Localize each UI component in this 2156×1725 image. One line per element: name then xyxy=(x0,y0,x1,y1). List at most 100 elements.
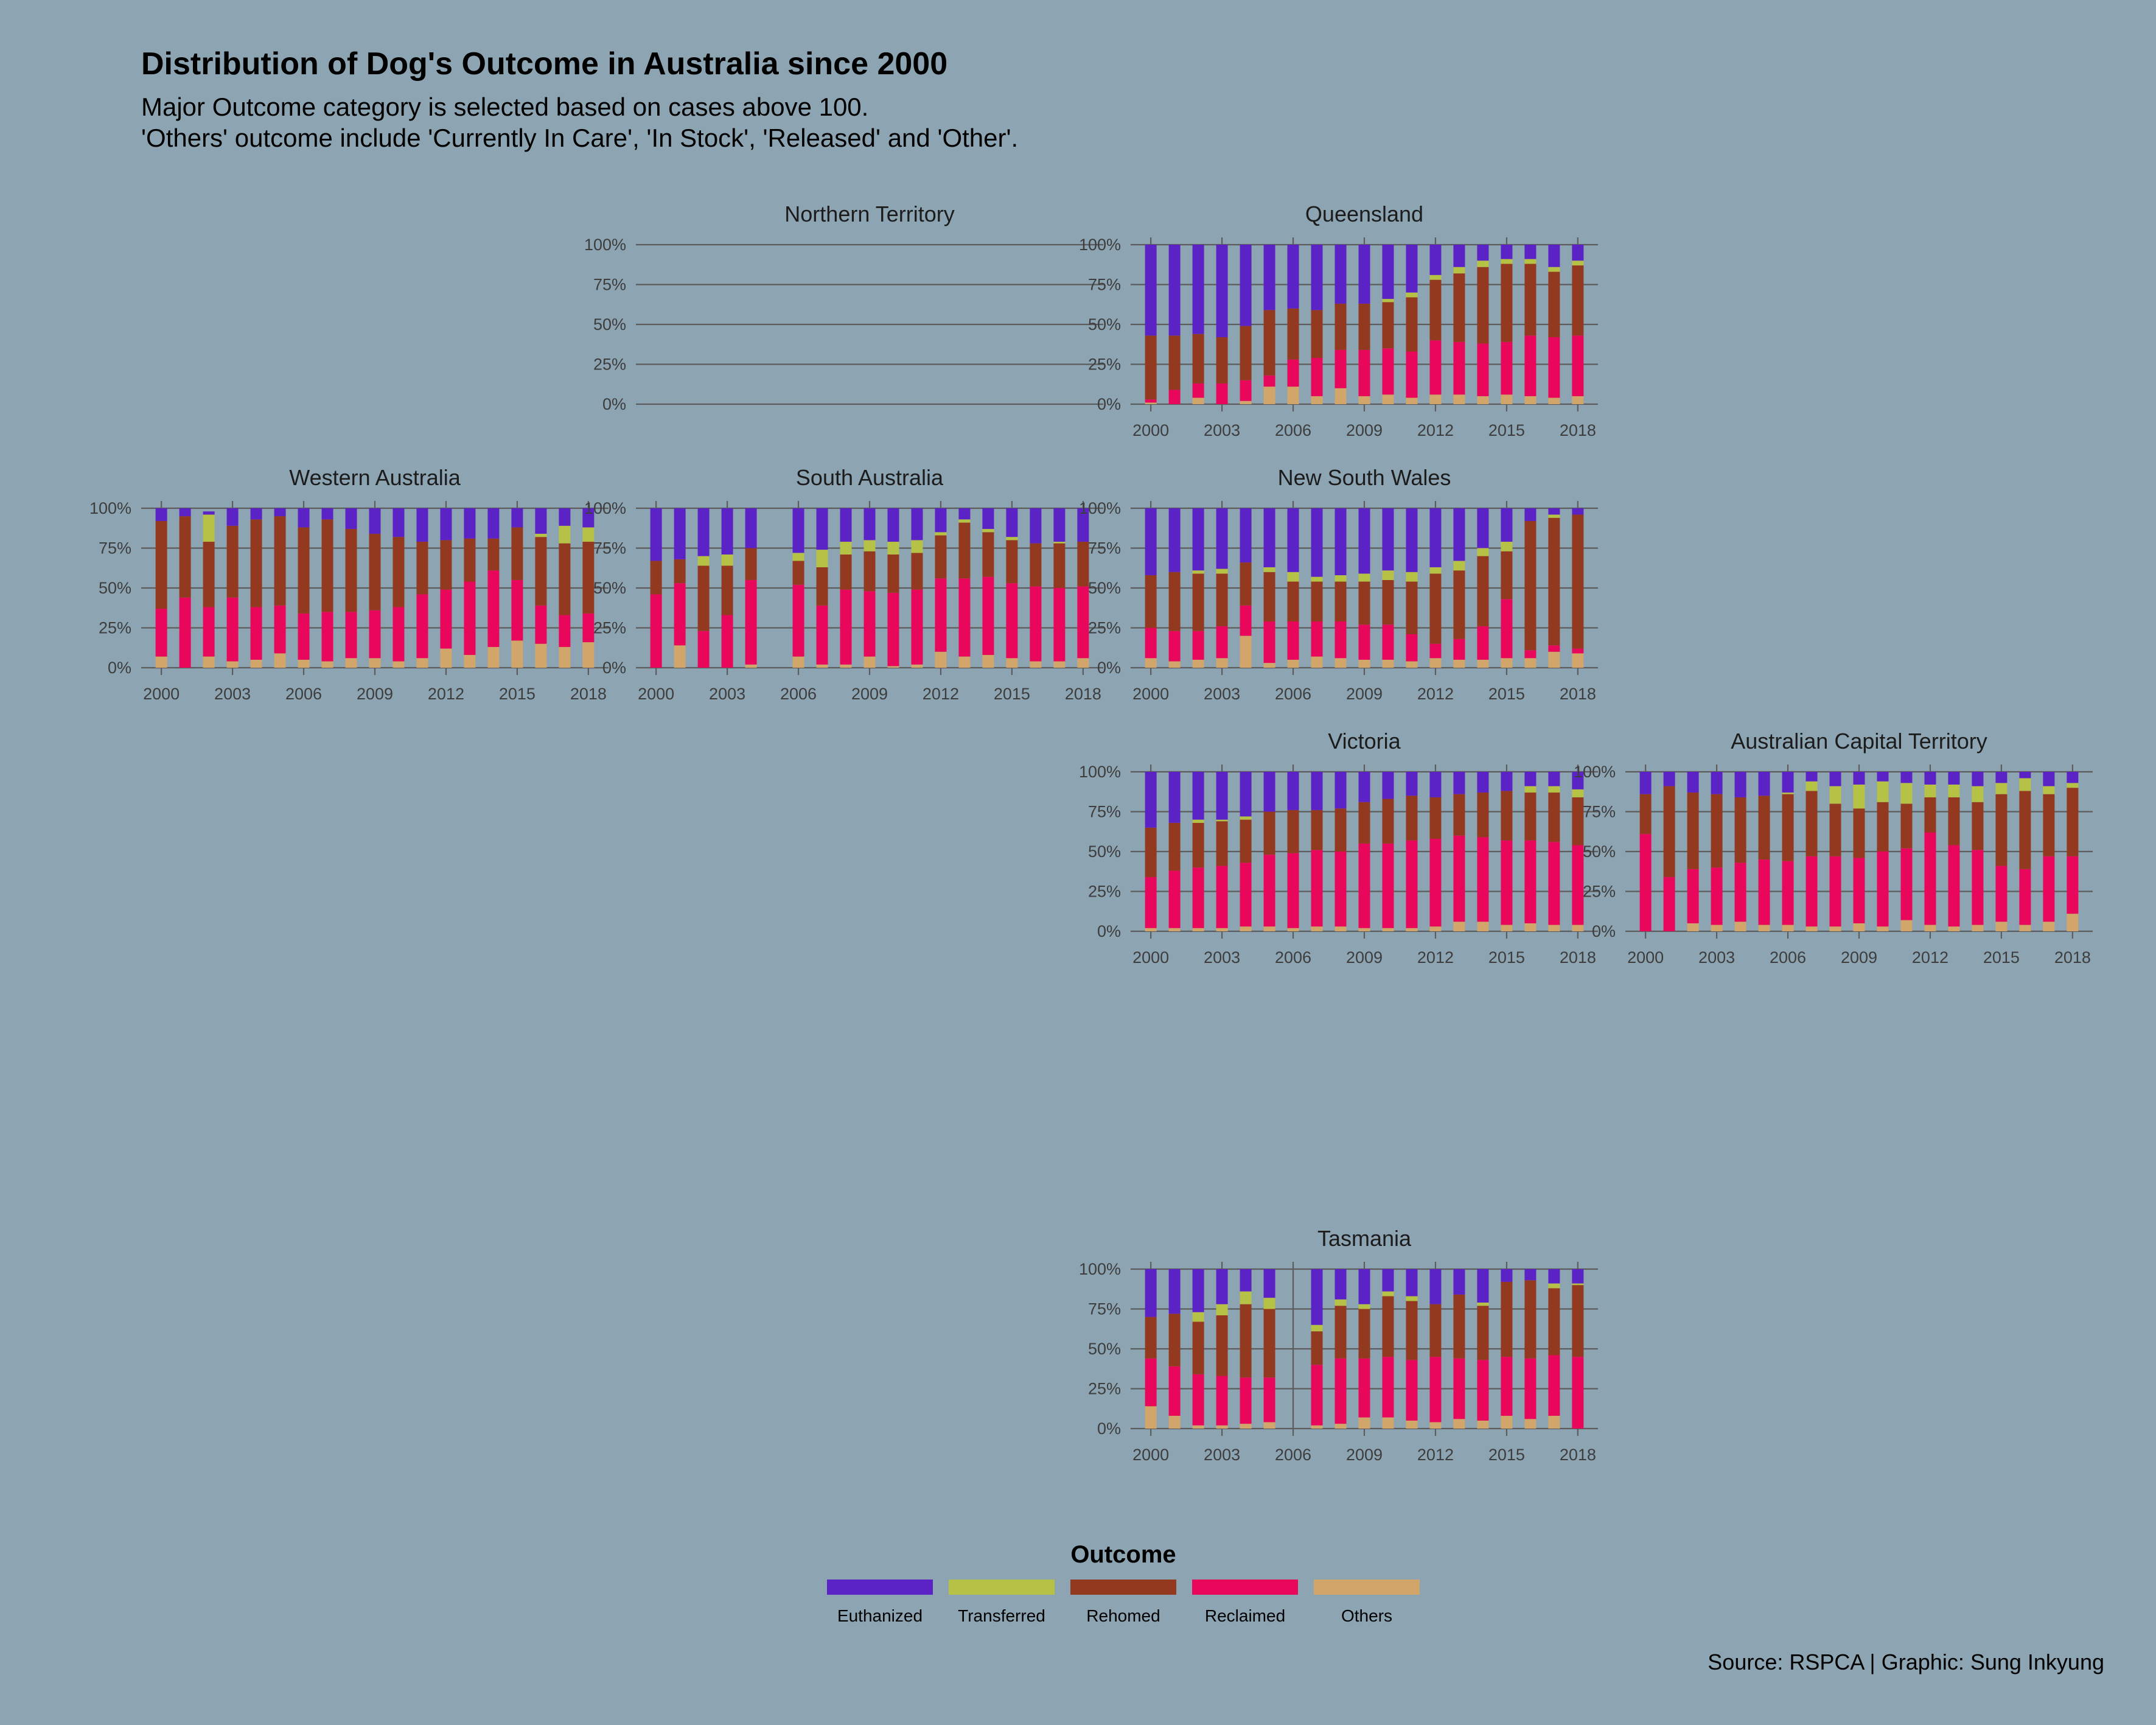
panel-queensland-bar-2004-rehomed xyxy=(1240,326,1252,380)
panel-victoria-bar-2016-rehomed xyxy=(1524,793,1537,841)
legend-label-reclaimed: Reclaimed xyxy=(1205,1606,1285,1625)
facet-panels: Northern Territory0%25%50%75%100%Queensl… xyxy=(89,201,2093,1464)
panel-south-australia-bar-2001-euthanized xyxy=(674,508,686,559)
panel-tasmania-bar-2001-rehomed xyxy=(1168,1314,1181,1366)
panel-south-australia-bar-2017-euthanized xyxy=(1053,508,1066,542)
panel-new-south-wales: New South Wales 0% 25% 50% 75% 100% 2000 2003 20… xyxy=(1079,465,1598,703)
panel-new-south-wales-bar-2005-transferred xyxy=(1263,567,1275,572)
panel-queensland-bar-2018-transferred xyxy=(1572,261,1584,266)
panel-new-south-wales-bar-2016-rehomed xyxy=(1524,520,1537,651)
panel-tasmania-bar-2012-reclaimed xyxy=(1429,1357,1442,1422)
panel-new-south-wales-bar-2015-rehomed xyxy=(1501,551,1513,600)
panel-western-australia-bar-2011-reclaimed xyxy=(416,594,428,659)
panel-western-australia-y-tick-label: 0% xyxy=(108,659,131,677)
panel-victoria-bar-2009-euthanized xyxy=(1358,772,1370,802)
panel-victoria-bar-2012-rehomed xyxy=(1429,797,1442,839)
panel-new-south-wales-bar-2016-euthanized xyxy=(1524,508,1537,521)
panel-south-australia-x-tick-label: 2000 xyxy=(638,685,674,703)
panel-australian-capital-territory-bar-2018-others xyxy=(2067,914,2079,931)
panel-australian-capital-territory-bar-2012-euthanized xyxy=(1924,772,1936,785)
panel-tasmania-bar-2018-rehomed xyxy=(1572,1285,1584,1357)
panel-south-australia-x-tick-label: 2018 xyxy=(1065,685,1101,703)
panel-queensland-bar-2008-euthanized xyxy=(1334,245,1347,304)
panel-western-australia-bar-2003-euthanized xyxy=(226,508,239,526)
panel-victoria-bar-2003-reclaimed xyxy=(1216,866,1228,928)
legend-label-euthanized: Euthanized xyxy=(837,1606,923,1625)
panel-northern-territory-y-tick-label: 100% xyxy=(584,236,626,254)
panel-victoria-bar-2005-others xyxy=(1263,926,1275,931)
panel-new-south-wales-y-tick-label: 50% xyxy=(1088,579,1121,597)
panel-australian-capital-territory-bar-2015-euthanized xyxy=(1995,772,2008,783)
source-caption: Source: RSPCA | Graphic: Sung Inkyung xyxy=(1708,1650,2104,1674)
panel-western-australia-bar-2016-reclaimed xyxy=(535,605,547,644)
panel-tasmania-x-tick-label: 2009 xyxy=(1346,1446,1383,1464)
panel-new-south-wales-bar-2000-euthanized xyxy=(1145,508,1157,576)
panel-tasmania-bar-2016-rehomed xyxy=(1524,1280,1537,1359)
panel-tasmania-bar-2007-rehomed xyxy=(1311,1331,1323,1365)
panel-queensland-bar-2015-reclaimed xyxy=(1501,341,1513,395)
panel-australian-capital-territory-bar-2013-reclaimed xyxy=(1948,845,1960,927)
panel-south-australia-bar-2011-others xyxy=(911,664,923,668)
panel-victoria-bar-2004-others xyxy=(1240,926,1252,931)
panel-new-south-wales-bar-2016-others xyxy=(1524,658,1537,668)
panel-western-australia-bar-2007-reclaimed xyxy=(321,612,333,662)
panel-australian-capital-territory-bar-2006-euthanized xyxy=(1782,772,1794,793)
panel-new-south-wales-bar-2018-euthanized xyxy=(1572,508,1584,515)
panel-western-australia-bar-2007-others xyxy=(321,661,333,668)
panel-queensland-bar-2011-euthanized xyxy=(1406,245,1418,293)
panel-south-australia-bar-2017-others xyxy=(1053,661,1066,668)
panel-victoria-bar-2013-reclaimed xyxy=(1453,835,1465,922)
panel-south-australia-bar-2003-transferred xyxy=(721,554,733,566)
panel-south-australia-bar-2000-euthanized xyxy=(650,508,662,561)
panel-australian-capital-territory-bar-2004-reclaimed xyxy=(1734,862,1746,922)
panel-australian-capital-territory-bar-2016-euthanized xyxy=(2019,772,2031,779)
panel-western-australia-bar-2005-reclaimed xyxy=(274,605,286,654)
panel-south-australia-bar-2007-rehomed xyxy=(816,567,828,606)
panel-new-south-wales-bar-2003-rehomed xyxy=(1216,573,1228,626)
panel-australian-capital-territory-bar-2003-euthanized xyxy=(1711,772,1723,794)
panel-australian-capital-territory-y-tick-label: 75% xyxy=(1583,803,1616,821)
panel-south-australia-bar-2007-reclaimed xyxy=(816,605,828,665)
panel-victoria-bar-2013-euthanized xyxy=(1453,772,1465,794)
panel-new-south-wales-bar-2017-rehomed xyxy=(1548,517,1560,646)
panel-western-australia-bar-2009-euthanized xyxy=(369,508,381,534)
panel-queensland-bar-2008-others xyxy=(1334,388,1347,404)
panel-south-australia-bar-2013-reclaimed xyxy=(958,578,971,657)
panel-northern-territory-strip-title: Northern Territory xyxy=(784,201,954,226)
panel-victoria-y-tick-label: 25% xyxy=(1088,883,1121,901)
panel-new-south-wales-bar-2008-transferred xyxy=(1334,575,1347,582)
panel-tasmania-bar-2012-euthanized xyxy=(1429,1269,1442,1304)
panel-victoria-bar-2017-reclaimed xyxy=(1548,842,1560,925)
panel-south-australia-bar-2011-rehomed xyxy=(911,553,923,590)
panel-western-australia-bar-2011-others xyxy=(416,658,428,668)
panel-australian-capital-territory-x-tick-label: 2012 xyxy=(1912,948,1948,967)
panel-australian-capital-territory-bar-2007-euthanized xyxy=(1805,772,1818,782)
panel-victoria-bar-2007-reclaimed xyxy=(1311,850,1323,927)
panel-south-australia-bar-2017-transferred xyxy=(1053,542,1066,544)
panel-tasmania-y-tick-label: 0% xyxy=(1097,1419,1121,1438)
panel-tasmania-bar-2018-reclaimed xyxy=(1572,1357,1584,1429)
panel-western-australia-y-tick-label: 75% xyxy=(99,539,131,558)
panel-victoria-bar-2010-euthanized xyxy=(1382,772,1394,799)
panel-south-australia-bar-2009-others xyxy=(863,656,876,668)
panel-western-australia-bar-2004-reclaimed xyxy=(250,607,262,660)
panel-northern-territory: Northern Territory 0% 25% 50% 75% 100% xyxy=(584,201,1103,413)
panel-victoria-bar-2000-euthanized xyxy=(1145,772,1157,828)
panel-tasmania-bar-2005-transferred xyxy=(1263,1298,1275,1309)
panel-queensland-bar-2003-rehomed xyxy=(1216,337,1228,383)
panel-western-australia-bar-2012-euthanized xyxy=(440,508,452,541)
panel-new-south-wales-bar-2013-reclaimed xyxy=(1453,639,1465,660)
panel-western-australia-bar-2018-reclaimed xyxy=(582,613,595,643)
panel-queensland-x-tick-label: 2009 xyxy=(1346,421,1383,439)
panel-western-australia-y-tick-label: 50% xyxy=(99,579,131,597)
panel-new-south-wales-bar-2008-rehomed xyxy=(1334,581,1347,622)
panel-australian-capital-territory-bar-2011-euthanized xyxy=(1900,772,1913,783)
panel-tasmania-bar-2010-transferred xyxy=(1382,1291,1394,1296)
panel-western-australia-bar-2001-rehomed xyxy=(179,516,191,598)
panel-australian-capital-territory-bar-2009-euthanized xyxy=(1853,772,1865,785)
panel-australian-capital-territory-bar-2006-reclaimed xyxy=(1782,861,1794,925)
panel-victoria-bar-2009-reclaimed xyxy=(1358,843,1370,928)
panel-tasmania-bar-2004-reclaimed xyxy=(1240,1377,1252,1424)
panel-queensland-bar-2006-euthanized xyxy=(1287,245,1299,309)
panel-new-south-wales-bar-2016-reclaimed xyxy=(1524,650,1537,659)
